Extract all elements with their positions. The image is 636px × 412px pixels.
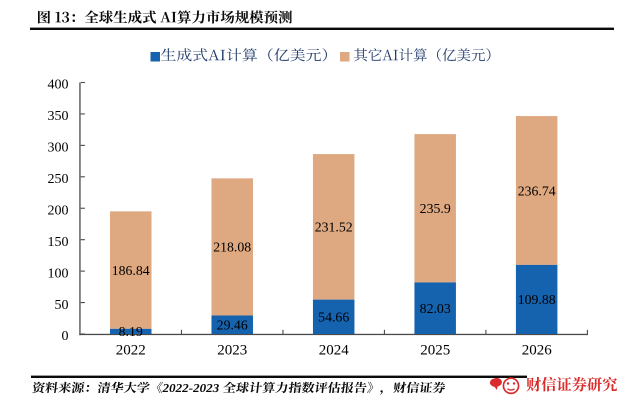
svg-text:231.52: 231.52: [315, 220, 353, 235]
svg-text:2026: 2026: [522, 343, 553, 359]
svg-text:200: 200: [48, 203, 69, 218]
svg-text:2024: 2024: [319, 343, 350, 359]
svg-text:82.03: 82.03: [420, 301, 451, 316]
svg-text:100: 100: [48, 266, 69, 281]
svg-text:54.66: 54.66: [318, 310, 349, 325]
svg-text:150: 150: [48, 235, 69, 250]
svg-text:236.74: 236.74: [518, 183, 556, 198]
svg-text:50: 50: [55, 298, 69, 313]
svg-text:2022: 2022: [116, 343, 146, 359]
svg-text:186.84: 186.84: [112, 263, 150, 278]
svg-text:300: 300: [48, 141, 69, 156]
svg-text:109.88: 109.88: [518, 292, 556, 307]
svg-text:400: 400: [48, 78, 69, 93]
svg-text:29.46: 29.46: [217, 318, 248, 333]
svg-text:2023: 2023: [217, 343, 247, 359]
svg-text:218.08: 218.08: [213, 240, 251, 255]
svg-text:2025: 2025: [420, 343, 450, 359]
svg-text:235.9: 235.9: [420, 201, 451, 216]
svg-text:0: 0: [62, 329, 69, 344]
svg-text:250: 250: [48, 172, 69, 187]
svg-text:350: 350: [48, 109, 69, 124]
svg-text:8.19: 8.19: [119, 324, 143, 339]
